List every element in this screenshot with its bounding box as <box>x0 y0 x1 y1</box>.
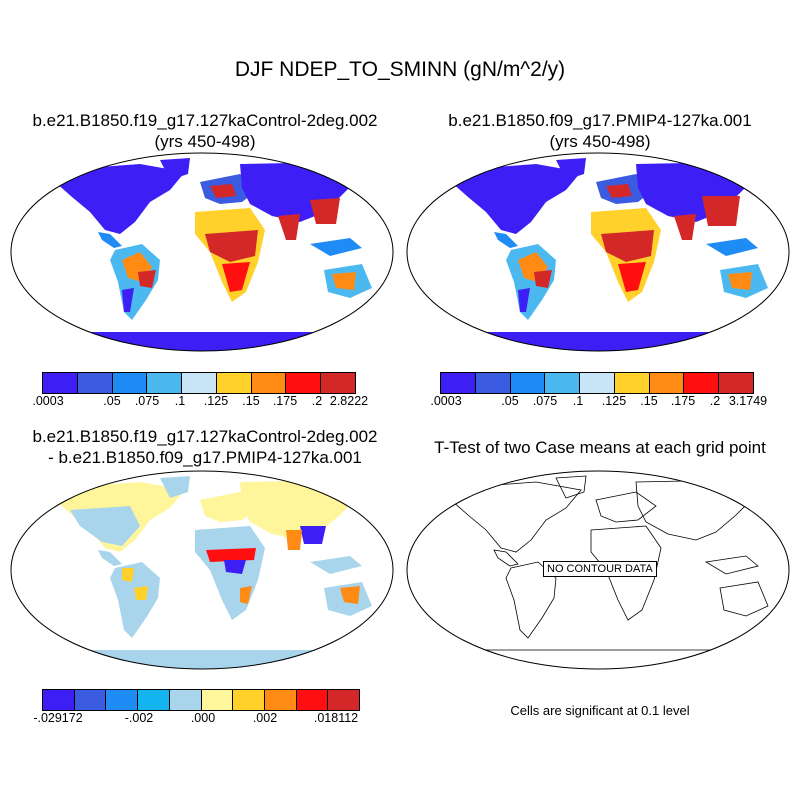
case2-map <box>406 152 790 352</box>
colorbar-swatch <box>251 373 287 393</box>
colorbar-swatch <box>545 373 581 393</box>
colorbar-swatch <box>216 373 252 393</box>
case1-panel-title: b.e21.B1850.f19_g17.127kaControl-2deg.00… <box>10 110 400 152</box>
colorbar-swatch <box>321 373 356 393</box>
case2-panel-title: b.e21.B1850.f09_g17.PMIP4-127ka.001 (yrs… <box>405 110 795 152</box>
case2-colorbar-label: .1 <box>572 394 584 408</box>
colorbar-swatch <box>112 373 148 393</box>
colorbar-swatch <box>43 373 78 393</box>
case1-title-line1: b.e21.B1850.f19_g17.127kaControl-2deg.00… <box>32 111 378 130</box>
diff-title-line2: - b.e21.B1850.f09_g17.PMIP4-127ka.001 <box>48 448 362 467</box>
diff-colorbar-label: .002 <box>252 711 278 725</box>
colorbar-swatch <box>169 690 202 710</box>
colorbar-swatch <box>182 373 217 393</box>
colorbar-swatch <box>719 373 754 393</box>
case1-map <box>10 152 394 352</box>
case1-colorbar-label: .075 <box>134 394 160 408</box>
colorbar-swatch <box>286 373 322 393</box>
colorbar-swatch <box>684 373 720 393</box>
colorbar-swatch <box>138 690 170 710</box>
diff-colorbar-label: -.029172 <box>33 711 83 725</box>
colorbar-swatch <box>147 373 183 393</box>
colorbar-swatch <box>233 690 265 710</box>
colorbar-swatch <box>510 373 546 393</box>
case1-colorbar-label: .2 <box>311 394 323 408</box>
case2-colorbar-label: .0003 <box>430 394 462 408</box>
colorbar-swatch <box>106 690 139 710</box>
ttest-panel-title: T-Test of two Case means at each grid po… <box>434 438 766 457</box>
colorbar-swatch <box>74 690 107 710</box>
colorbar-swatch <box>264 690 297 710</box>
colorbar-swatch <box>296 690 329 710</box>
diff-panel-title: b.e21.B1850.f19_g17.127kaControl-2deg.00… <box>10 426 400 468</box>
case1-colorbar-label: .05 <box>103 394 121 408</box>
diff-title-line1: b.e21.B1850.f19_g17.127kaControl-2deg.00… <box>32 427 378 446</box>
case2-colorbar-label: .125 <box>601 394 627 408</box>
ttest-map <box>406 470 790 670</box>
colorbar-swatch <box>77 373 113 393</box>
colorbar-swatch <box>475 373 511 393</box>
colorbar-swatch <box>580 373 615 393</box>
diff-colorbar <box>42 689 360 711</box>
case2-colorbar-label: 3.1749 <box>728 394 768 408</box>
figure-title: DJF NDEP_TO_SMINN (gN/m^2/y) <box>234 58 566 81</box>
case1-colorbar-label: 2.8222 <box>329 394 369 408</box>
colorbar-swatch <box>649 373 685 393</box>
colorbar-swatch <box>201 690 234 710</box>
diff-colorbar-label: .018112 <box>313 711 359 725</box>
case2-colorbar-label: .2 <box>709 394 721 408</box>
case1-colorbar-label: .175 <box>272 394 298 408</box>
case1-colorbar-label: .15 <box>242 394 260 408</box>
colorbar-swatch <box>614 373 650 393</box>
case2-colorbar-label: .075 <box>532 394 558 408</box>
case1-colorbar-label: .1 <box>174 394 186 408</box>
significance-note: Cells are significant at 0.1 level <box>510 703 690 718</box>
colorbar-swatch <box>328 690 360 710</box>
diff-map <box>10 470 394 670</box>
case2-colorbar <box>440 372 754 394</box>
case2-colorbar-label: .15 <box>640 394 658 408</box>
case1-colorbar-label: .125 <box>203 394 229 408</box>
case2-colorbar-label: .175 <box>670 394 696 408</box>
case2-title-line2: (yrs 450-498) <box>549 132 651 151</box>
colorbar-swatch <box>43 690 75 710</box>
case2-colorbar-label: .05 <box>501 394 519 408</box>
case1-colorbar <box>42 372 356 394</box>
no-contour-data-label: NO CONTOUR DATA <box>543 561 657 577</box>
case1-colorbar-label: .0003 <box>32 394 64 408</box>
case2-title-line1: b.e21.B1850.f09_g17.PMIP4-127ka.001 <box>448 111 752 130</box>
diff-colorbar-label: -.002 <box>124 711 154 725</box>
colorbar-swatch <box>441 373 476 393</box>
diff-colorbar-label: .000 <box>190 711 216 725</box>
case1-title-line2: (yrs 450-498) <box>154 132 256 151</box>
